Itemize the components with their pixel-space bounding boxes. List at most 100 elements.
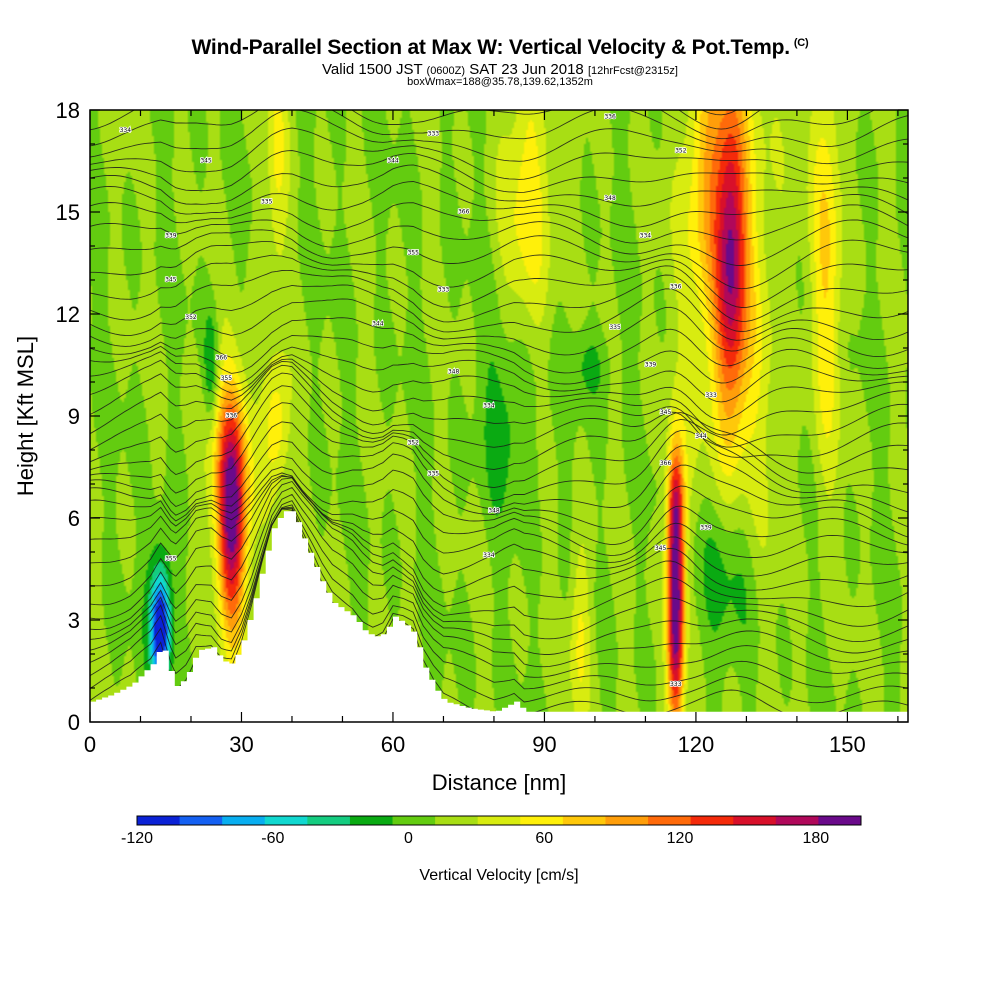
isentrope-label: 335 (609, 324, 621, 331)
isentrope-label: 334 (640, 232, 652, 239)
terrain-mask (90, 511, 908, 722)
x-axis-label: Distance [nm] (432, 770, 567, 795)
isentrope-label: 348 (604, 195, 616, 202)
isentrope-label: 344 (372, 321, 384, 328)
axis-ticks (89, 109, 908, 723)
isentrope-label: 339 (700, 525, 712, 532)
isentrope-labels: 334 345 333 336 352 344 335 366 348 339 355 334 345 3… (119, 113, 718, 689)
isentrope-line (90, 254, 908, 322)
isentrope-label: 333 (428, 130, 440, 137)
isentrope-label: 348 (488, 508, 500, 515)
colorbar-swatch (690, 816, 734, 825)
isentrope-line (90, 474, 908, 577)
isentrope-label: 352 (407, 440, 419, 447)
isentrope-line (90, 455, 908, 545)
isentrope-line (90, 500, 908, 668)
isentrope-line (90, 229, 908, 290)
y-axis-tick-labels: 0 3 6 9 12 15 18 (56, 98, 80, 735)
isentrope-line (90, 317, 908, 374)
isentrope-line (90, 372, 908, 474)
isentrope-line (90, 421, 908, 513)
isentrope-line (90, 12, 908, 50)
isentrope-label: 366 (216, 355, 228, 362)
colorbar (136, 815, 862, 826)
isentrope-line (90, 110, 908, 147)
y-tick-label: 15 (56, 200, 80, 225)
isentrope-line (90, 284, 908, 341)
colorbar-tick-label: -60 (261, 830, 284, 847)
isentrope-line (90, 269, 908, 333)
isentrope-line (90, 472, 908, 563)
isentrope-line (701, 110, 738, 116)
colorbar-swatch (818, 816, 862, 825)
potential-temperature-contours (90, 12, 908, 719)
chart-title-text: Wind-Parallel Section at Max W: Vertical… (191, 36, 791, 59)
x-tick-label: 90 (532, 732, 556, 757)
isentrope-label: 336 (604, 113, 616, 120)
y-tick-label: 3 (68, 608, 80, 633)
isentrope-line (90, 110, 908, 165)
colorbar-swatch (775, 816, 819, 825)
isentrope-line (90, 486, 908, 643)
isentrope-label: 333 (438, 287, 450, 294)
y-tick-label: 0 (68, 710, 80, 735)
y-tick-label: 9 (68, 404, 80, 429)
colorbar-tick-label: 60 (535, 830, 553, 847)
isentrope-label: 334 (483, 402, 495, 409)
isentrope-line (90, 385, 908, 489)
isentrope-label: 345 (165, 277, 177, 284)
isentrope-label: 335 (261, 198, 273, 205)
colorbar-tick-label: 0 (404, 830, 413, 847)
isentrope-label: 336 (670, 283, 682, 290)
colorbar-swatch (520, 816, 564, 825)
isentrope-label: 344 (387, 158, 399, 165)
x-tick-label: 150 (829, 732, 866, 757)
colorbar-swatch (648, 816, 692, 825)
isentrope-label: 339 (645, 362, 657, 369)
isentrope-line (90, 27, 908, 73)
y-tick-label: 12 (56, 302, 80, 327)
colorbar-swatch (477, 816, 521, 825)
isentrope-label: 345 (655, 545, 667, 552)
vertical-velocity-field (90, 110, 908, 722)
isentrope-line (90, 440, 908, 529)
isentrope-line (90, 127, 908, 180)
isentrope-label: 352 (675, 147, 687, 154)
isentrope-label: 336 (226, 413, 238, 420)
isentrope-line (90, 361, 908, 448)
isentrope-label: 345 (660, 409, 672, 416)
colorbar-frame (136, 815, 862, 826)
colorbar-swatch (179, 816, 223, 825)
isentrope-label: 355 (165, 555, 177, 562)
isentrope-label: 348 (448, 368, 460, 375)
isentrope-label: 334 (120, 127, 132, 134)
isentrope-line (90, 480, 908, 627)
chart-title: Wind-Parallel Section at Max W: Vertical… (0, 36, 1000, 60)
isentrope-line (90, 477, 908, 608)
isentrope-label: 333 (670, 681, 682, 688)
colorbar-swatch (307, 816, 351, 825)
x-tick-label: 120 (678, 732, 715, 757)
colorbar-swatch (562, 816, 606, 825)
isentrope-line (90, 150, 908, 193)
isentrope-line (90, 364, 908, 458)
isentrope-label: 366 (458, 209, 470, 216)
isentrope-line (90, 506, 908, 690)
isentrope-line (90, 402, 908, 502)
isentrope-line (90, 219, 908, 266)
colorbar-tick-label: -120 (121, 830, 153, 847)
isentrope-line (90, 181, 908, 228)
colorbar-tick-labels: -120 -60 0 60 120 180 (121, 830, 829, 847)
x-tick-label: 30 (229, 732, 253, 757)
colorbar-swatch (349, 816, 393, 825)
isentrope-label: 355 (407, 249, 419, 256)
isentrope-line (90, 110, 876, 140)
y-axis-label: Height [Kft MSL] (13, 336, 38, 496)
colorbar-swatch (222, 816, 266, 825)
isentrope-line (90, 358, 908, 436)
colorbar-swatch (137, 816, 180, 825)
box-max-info: boxWmax=188@35.78,139.62,1352m (407, 76, 593, 88)
colorbar-tick-label: 120 (667, 830, 694, 847)
isentrope-label: 366 (660, 460, 672, 467)
colorbar-swatch (605, 816, 649, 825)
